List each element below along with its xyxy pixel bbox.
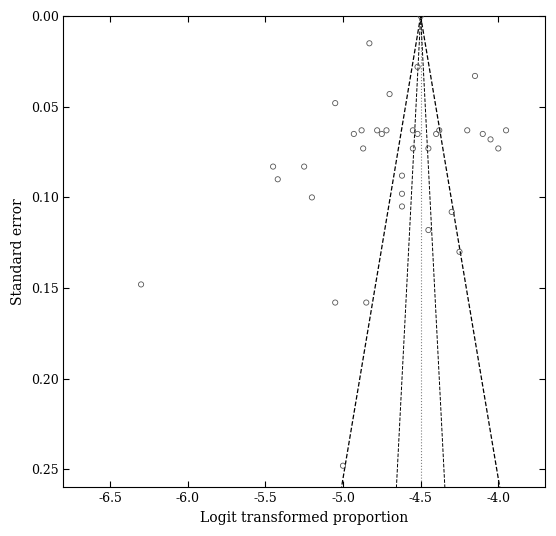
Point: [357, 126, 366, 135]
Point: [431, 130, 440, 138]
Point: [413, 130, 422, 138]
Point: [416, 12, 425, 20]
Point: [486, 135, 495, 144]
Y-axis label: Standard error: Standard error: [11, 198, 25, 305]
Point: [331, 298, 340, 307]
Point: [365, 39, 374, 48]
Point: [385, 90, 394, 98]
Point: [413, 63, 422, 71]
Point: [470, 72, 479, 80]
Point: [274, 175, 282, 183]
Point: [424, 226, 433, 234]
Point: [494, 144, 503, 153]
Point: [455, 248, 464, 256]
Point: [300, 162, 309, 171]
Point: [502, 126, 510, 135]
Point: [349, 130, 358, 138]
Point: [382, 126, 391, 135]
Point: [373, 126, 381, 135]
Point: [339, 461, 348, 470]
Point: [331, 99, 340, 107]
Point: [362, 298, 371, 307]
Point: [378, 130, 386, 138]
Point: [398, 190, 406, 198]
Point: [478, 130, 487, 138]
Point: [409, 126, 418, 135]
Point: [359, 144, 368, 153]
Point: [398, 202, 406, 211]
Point: [398, 172, 406, 180]
Point: [409, 144, 418, 153]
Point: [463, 126, 471, 135]
Point: [269, 162, 277, 171]
Point: [137, 280, 146, 289]
Point: [307, 193, 316, 202]
Point: [435, 126, 444, 135]
X-axis label: Logit transformed proportion: Logit transformed proportion: [200, 511, 408, 525]
Point: [447, 207, 456, 216]
Point: [424, 144, 433, 153]
